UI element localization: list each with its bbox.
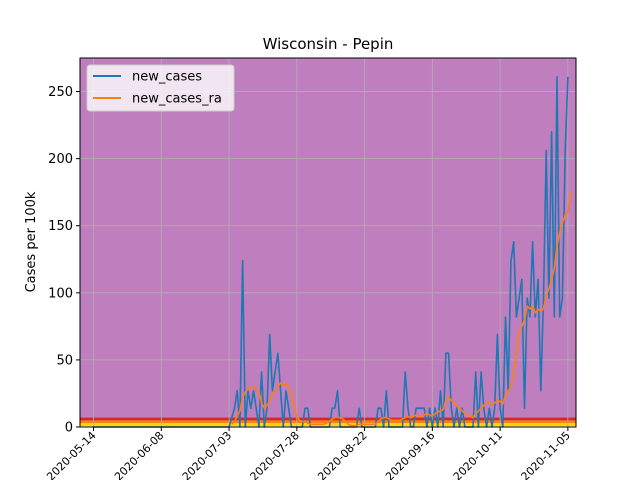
y-tick-label-2: 100 [48,286,73,301]
x-tick-label-3: 2020-07-28 [248,429,302,480]
y-tick-label-4: 200 [48,152,73,167]
x-tick-label-7: 2020-11-05 [519,429,573,480]
legend-box [86,64,235,112]
y-tick-label-5: 250 [48,85,73,100]
series-line-new_cases_ra [231,192,572,427]
legend: new_cases new_cases_ra [86,64,235,112]
y-axis-label: Cases per 100k [24,191,39,292]
y-tick-label-1: 50 [56,353,73,368]
x-tick-label-0: 2020-05-14 [44,429,98,480]
x-tick-label-5: 2020-09-16 [383,429,437,480]
plot-frame [79,57,577,428]
chart-title: Wisconsin - Pepin [263,35,394,53]
x-tick-label-4: 2020-08-22 [315,429,369,480]
x-tick-label-1: 2020-06-08 [112,429,166,480]
series-line-new_cases [93,76,569,428]
y-axis: 0 50 100 150 200 250 [48,85,80,436]
x-axis: 2020-05-14 2020-06-08 2020-07-03 2020-07-28… [44,427,573,480]
legend-label-new_cases: new_cases [132,70,202,85]
y-tick-label-3: 150 [48,219,73,234]
risk-band-3 [80,417,576,421]
series-lines [93,76,572,428]
x-tick-label-2: 2020-07-03 [180,429,234,480]
y-tick-label-0: 0 [65,421,73,436]
risk-band-1 [80,422,576,426]
x-tick-label-6: 2020-10-11 [451,429,505,480]
plot-background [80,58,576,427]
legend-label-new_cases_ra: new_cases_ra [132,92,222,107]
